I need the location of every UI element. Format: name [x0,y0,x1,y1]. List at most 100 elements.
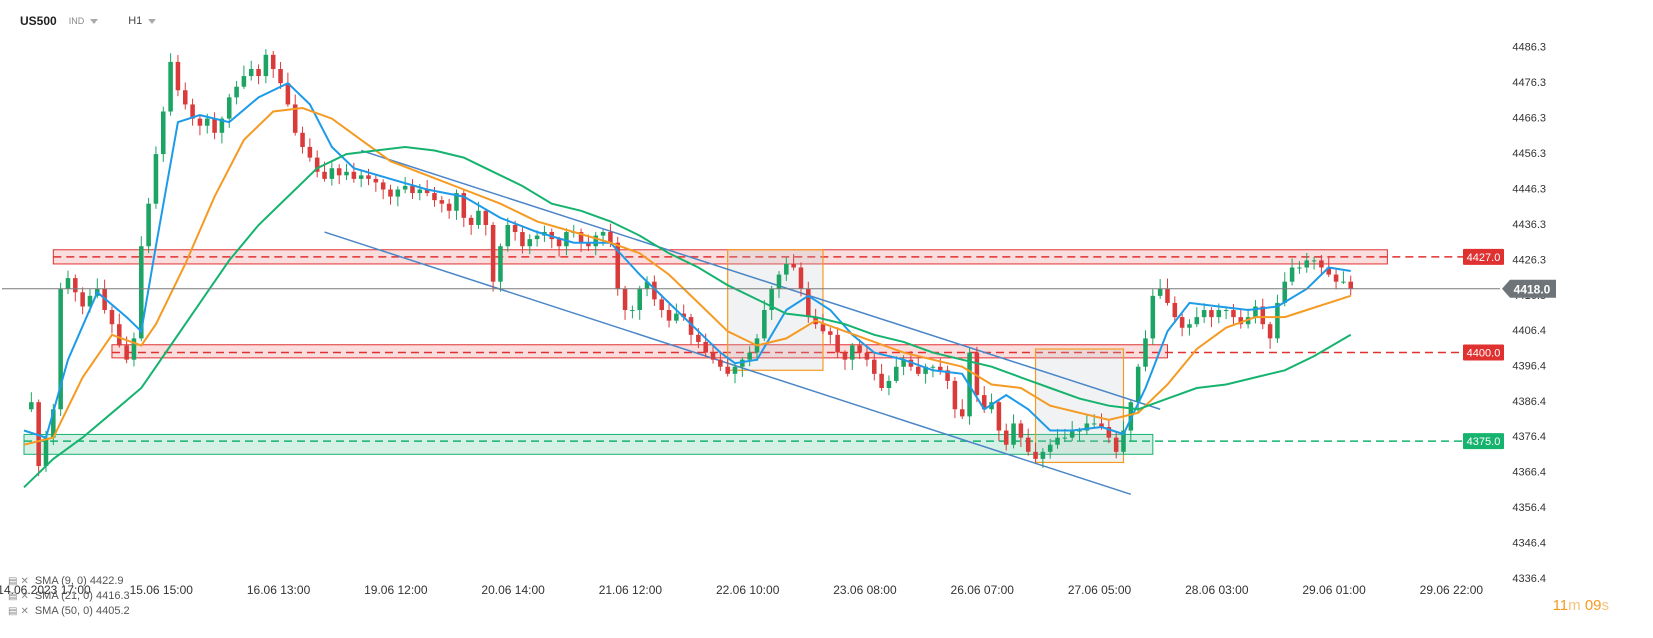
candle-body [1260,306,1266,325]
candle-body [806,288,811,318]
channel-line [360,149,1161,410]
candle-body [146,203,151,247]
candle-body [776,274,782,289]
x-tick-label: 26.06 07:00 [951,583,1015,597]
candle-body [718,359,723,367]
indicator-label: SMA (21, 0) [34,590,93,602]
instrument-type: IND [68,16,85,26]
y-tick-label: 4396.4 [1512,360,1546,372]
candle-body [1069,430,1075,438]
chevron-down-icon[interactable] [148,18,157,24]
close-icon[interactable]: ✕ [20,576,29,587]
x-tick-label: 29.06 01:00 [1302,583,1366,597]
candle-body [600,232,606,236]
level-zone [111,344,1168,359]
candle-body [703,341,708,353]
close-icon[interactable]: ✕ [20,606,29,617]
candle-body [36,402,41,466]
y-tick-label: 4366.4 [1512,467,1546,479]
candle-body [1099,423,1104,427]
candle-body [1106,426,1112,438]
candle-body [1333,274,1339,282]
candle-body [696,334,701,342]
candle-body [1187,324,1192,328]
candle-body [952,380,958,410]
candle-body [1289,267,1295,282]
candle-body [608,232,613,243]
candle-body [1011,423,1016,445]
candle-body [498,246,503,282]
settings-icon[interactable]: ▤ [8,591,18,602]
candle-body [468,217,474,225]
candle-body [556,239,562,247]
candle-body [1143,338,1148,367]
candle-body [769,288,774,311]
candle-body [915,366,921,374]
x-axis: 14.06.2023 17:00 15.06 15:00 16.06 13:00 19… [0,583,1483,597]
indicator-value: 4405.2 [95,605,130,617]
candle-body [930,366,936,368]
x-tick-label: 22.06 10:00 [716,583,780,597]
candle-body [1304,260,1310,268]
x-tick-label: 29.06 22:00 [1420,583,1484,597]
x-tick-label: 28.06 03:00 [1185,583,1249,597]
settings-icon[interactable]: ▤ [8,576,18,587]
settings-icon[interactable]: ▤ [8,606,18,617]
candle-body [366,175,371,179]
y-tick-label: 4386.4 [1512,396,1546,408]
candle-body [73,278,78,293]
candle-body [893,366,899,381]
indicator-row-sma21: ▤ ✕ SMA (21, 0) 4416.3 [8,589,130,604]
close-icon[interactable]: ✕ [20,591,29,602]
candle-body [850,345,855,360]
candle-body [270,54,276,69]
candle-body [945,370,950,381]
candle-body [219,118,225,133]
candle-body [1055,437,1060,445]
candle-body [336,168,342,176]
candle-body [1172,302,1178,318]
y-tick-label: 4456.3 [1512,148,1546,160]
candle-body [835,334,840,353]
candle-body [1341,281,1346,283]
y-tick-label: 4446.3 [1512,183,1546,195]
y-axis: 4486.3 4476.3 4466.3 4456.3 4446.3 4436.3 4426… [1512,42,1546,585]
candle-body [1194,317,1200,325]
level-tag-bg [1463,344,1504,361]
x-tick-label: 21.06 12:00 [599,583,663,597]
candle-body [1348,281,1354,289]
candle-body [996,402,1002,431]
candle-body [344,171,349,176]
candle-body [725,366,730,374]
candle-body [329,168,335,179]
candle-body [168,61,173,112]
candle-body [659,299,664,311]
candle-body [285,83,291,105]
candle-body [1223,310,1229,312]
candle-body [278,68,283,84]
candle-body [204,118,210,126]
x-tick-label: 27.06 05:00 [1068,583,1132,597]
candle-body [226,97,232,119]
candle-body [256,68,261,77]
candle-body [791,263,796,268]
x-tick-label: 19.06 12:00 [364,583,428,597]
timeframe-label[interactable]: H1 [128,15,143,27]
candle-body [747,352,752,360]
candle-body [534,235,540,240]
symbol-label[interactable]: US500 [20,14,57,28]
sma-9-line [23,81,1351,439]
candle-body [857,345,862,353]
x-tick-label: 20.06 14:00 [481,583,545,597]
candle-body [732,366,738,374]
timer-minutes-unit: m [1568,597,1581,614]
candle-body [234,86,239,98]
candle-body [1091,423,1097,425]
candle-body [263,54,269,77]
candle-body [424,189,430,194]
candle-body [1209,310,1214,318]
chevron-down-icon[interactable] [90,18,99,24]
candle-body [1121,430,1126,452]
candle-body [564,232,569,247]
